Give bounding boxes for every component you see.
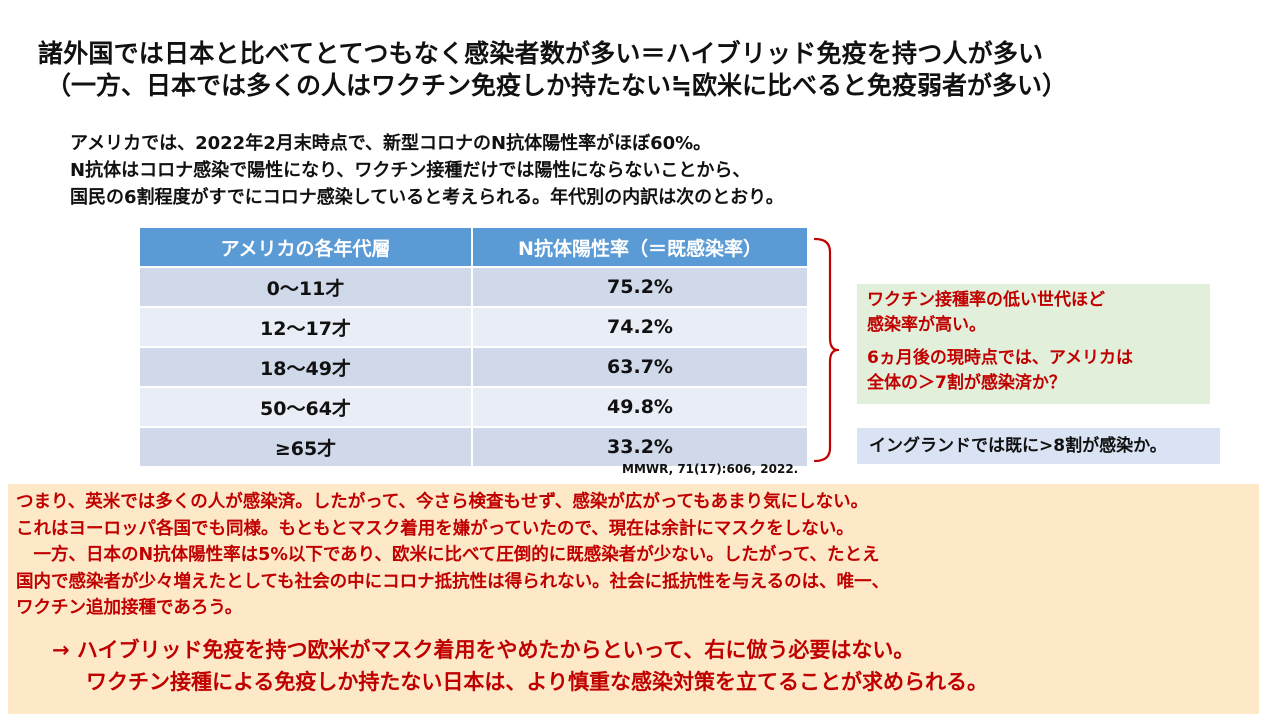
rate-cell: 33.2% bbox=[472, 426, 809, 466]
conclusion-line: これはヨーロッパ各国でも同様。もともとマスク着用を嫌がっていたので、現在は余計に… bbox=[16, 518, 854, 539]
note-line: 全体の＞7割が感染済か？ bbox=[867, 373, 1066, 393]
takeaway-line-1: → ハイブリッド免疫を持つ欧米がマスク着用をやめたからといって、右に倣う必要はな… bbox=[52, 637, 915, 662]
note-line: ワクチン接種率の低い世代ほど bbox=[867, 290, 1105, 310]
note-line: 6ヵ月後の現時点では、アメリカは bbox=[867, 348, 1133, 368]
age-group-cell: 0〜11才 bbox=[140, 266, 473, 307]
note-line: 感染率が高い。 bbox=[867, 315, 986, 335]
england-note: イングランドでは既に>8割が感染か。 bbox=[857, 428, 1220, 464]
intro-line: 国民の6割程度がすでにコロナ感染していると考えられる。年代別の内訳は次のとおり。 bbox=[70, 187, 784, 208]
age-group-cell: 18〜49才 bbox=[140, 346, 473, 387]
column-header-positivity-rate: N抗体陽性率（＝既感染率） bbox=[472, 228, 809, 267]
rate-cell: 63.7% bbox=[472, 346, 809, 387]
table-row: 12〜17才 74.2% bbox=[140, 306, 809, 347]
age-group-cell: 12〜17才 bbox=[140, 306, 473, 347]
age-trend-note: ワクチン接種率の低い世代ほど 感染率が高い。 6ヵ月後の現時点では、アメリカは … bbox=[857, 284, 1210, 404]
rate-cell: 75.2% bbox=[472, 266, 809, 307]
takeaway-line-2: ワクチン接種による免疫しか持たない日本は、より慎重な感染対策を立てることが求めら… bbox=[86, 669, 988, 694]
intro-line: アメリカでは、2022年2月末時点で、新型コロナのN抗体陽性率がほぼ60%。 bbox=[70, 133, 712, 154]
table-row: 0〜11才 75.2% bbox=[140, 266, 809, 307]
conclusion-line: 一方、日本のN抗体陽性率は5%以下であり、欧米に比べて圧倒的に既感染者が少ない。… bbox=[16, 545, 880, 565]
age-group-cell: ≥65才 bbox=[140, 426, 473, 466]
conclusion-line: つまり、英米では多くの人が感染済。したがって、今さら検査もせず、感染が広がっても… bbox=[16, 492, 869, 512]
antibody-rate-table: アメリカの各年代層 N抗体陽性率（＝既感染率） 0〜11才 75.2% 12〜1… bbox=[140, 228, 809, 466]
intro-paragraph: アメリカでは、2022年2月末時点で、新型コロナのN抗体陽性率がほぼ60%。 N… bbox=[70, 130, 784, 211]
conclusion-line: 国内で感染者が少々増えたとしても社会の中にコロナ抵抗性は得られない。社会に抵抗性… bbox=[16, 571, 890, 592]
rate-cell: 49.8% bbox=[472, 386, 809, 427]
table-row: 18〜49才 63.7% bbox=[140, 346, 809, 387]
age-group-cell: 50〜64才 bbox=[140, 386, 473, 427]
slide-title-line-1: 諸外国では日本と比べてとてつもなく感染者数が多い＝ハイブリッド免疫を持つ人が多い bbox=[38, 39, 1044, 68]
rate-cell: 74.2% bbox=[472, 306, 809, 347]
right-brace-bracket bbox=[813, 237, 840, 463]
table-row: ≥65才 33.2% bbox=[140, 426, 809, 466]
column-header-age-group: アメリカの各年代層 bbox=[140, 228, 473, 267]
slide-title-line-2: （一方、日本では多くの人はワクチン免疫しか持たない≒欧米に比べると免疫弱者が多い… bbox=[46, 71, 1067, 100]
citation: MMWR, 71(17):606, 2022. bbox=[622, 462, 799, 476]
table-row: 50〜64才 49.8% bbox=[140, 386, 809, 427]
conclusion-line: ワクチン追加接種であろう。 bbox=[16, 598, 243, 618]
intro-line: N抗体はコロナ感染で陽性になり、ワクチン接種だけでは陽性にならないことから、 bbox=[70, 160, 751, 181]
table-header-row: アメリカの各年代層 N抗体陽性率（＝既感染率） bbox=[140, 228, 809, 267]
conclusion-box: つまり、英米では多くの人が感染済。したがって、今さら検査もせず、感染が広がっても… bbox=[8, 484, 1259, 714]
